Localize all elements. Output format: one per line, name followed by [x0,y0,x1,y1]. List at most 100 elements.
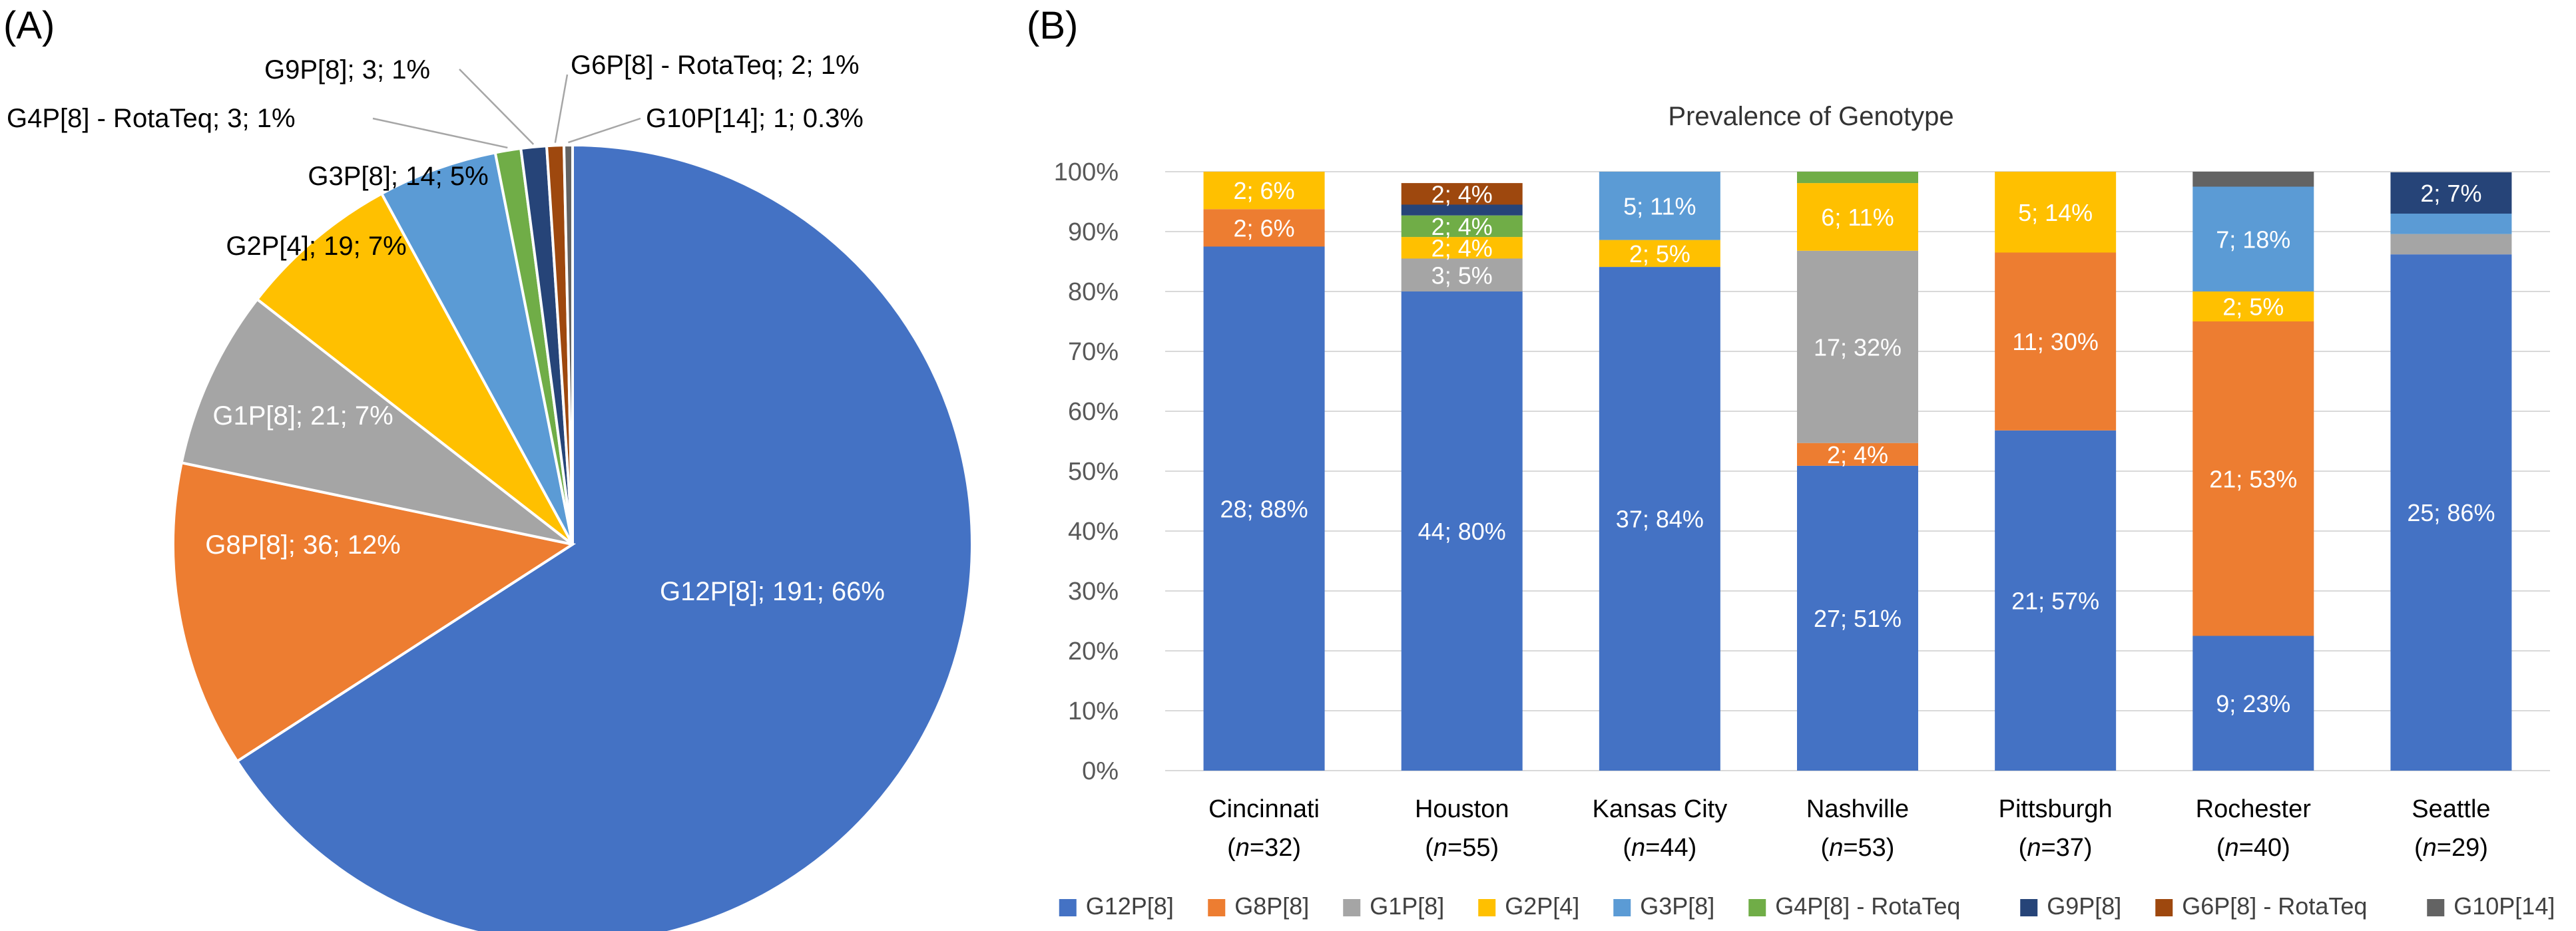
pie-slice-g2p-4 [255,192,574,546]
x-tick-n-cincinnati: (n=32) [1227,834,1301,862]
legend-label-g10p-14: G10P[14] [2453,892,2555,920]
pie-leader-g9p-8 [459,69,535,145]
y-tick-label: 0% [1082,757,1119,785]
x-tick-city-rochester: Rochester [2196,795,2312,823]
legend-swatch-g9p-8 [2020,899,2038,916]
pie-slice-g12p-8 [235,143,973,931]
legend-item-g2p-4: G2P[4] [1478,892,1579,920]
x-tick-city-nashville: Nashville [1806,795,1909,823]
x-tick-city-cincinnati: Cincinnati [1208,795,1320,823]
bar-chart-title: Prevalence of Genotype [1668,102,1953,131]
bar-segment-houston-g2p-4 [1401,237,1523,259]
bar-label-houston-g2p-4: 2; 4% [1431,234,1493,262]
bar-label-houston-g6p-8-rotateq: 2; 4% [1431,180,1493,208]
legend-item-g1p-8: G1P[8] [1343,892,1444,920]
bar-segment-houston-g9p-8 [1401,204,1523,216]
legend-item-g10p-14: G10P[14] [2427,892,2555,920]
legend-swatch-g10p-14 [2427,899,2445,916]
y-tick-label: 80% [1068,278,1119,306]
y-tick-label: 100% [1054,158,1119,186]
bar-label-rochester-g2p-4: 2; 5% [2222,293,2284,321]
bar-legend: G12P[8] G8P[8] G1P[8] G2P[4] G3P[8] G4P[8] - … [1059,892,2555,920]
x-tick-n-nashville: (n=53) [1821,834,1895,862]
bar-label-seattle-g9p-8: 2; 7% [2420,180,2481,207]
pie-label-g12p-8: G12P[8]; 191; 66% [660,577,885,606]
bar-label-pittsburgh-g8p-8: 11; 30% [2012,328,2098,355]
pie-label-g8p-8: G8P[8]; 36; 12% [205,530,401,560]
bar-segment-nashville-g4p-8-rotateq [1797,172,1918,184]
x-tick-city-houston: Houston [1415,795,1509,823]
pie-leader-g6p-8-rotateq [554,74,569,143]
bar-segment-seattle-g12p-8 [2390,254,2512,771]
bar-label-cincinnati-g12p-8: 28; 88% [1220,495,1308,522]
bar-x-axis-ticks: Cincinnati (n=32) Houston (n=55) Kansas City… [1208,795,2490,862]
bar-segment-kansas-city-g2p-4 [1599,240,1720,268]
legend-item-g9p-8: G9P[8] [2020,892,2121,920]
pie-label-g3p-8: G3P[8]; 14; 5% [308,162,488,191]
y-tick-label: 30% [1068,578,1119,606]
y-tick-label: 10% [1068,697,1119,725]
y-tick-label: 20% [1068,638,1119,665]
legend-swatch-g1p-8 [1343,899,1361,916]
pie-label-g9p-8: G9P[8]; 3; 1% [264,55,430,85]
bar-label-rochester-g12p-8: 9; 23% [2216,690,2290,717]
x-tick-n-seattle: (n=29) [2414,834,2488,862]
bar-segment-rochester-g8p-8 [2192,321,2314,636]
bar-label-cincinnati-g8p-8: 2; 6% [1234,214,1295,242]
bar-segment-nashville-g8p-8 [1797,443,1918,466]
x-tick-n-pittsburgh: (n=37) [2019,834,2093,862]
bar-segment-cincinnati-g2p-4 [1203,172,1325,210]
pie-label-g4p-8-rotateq: G4P[8] - RotaTeq; 3; 1% [7,104,296,133]
bar-segment-houston-g6p-8-rotateq [1401,183,1523,205]
legend-swatch-g8p-8 [1208,899,1226,916]
legend-swatch-g4p-8-rotateq [1748,899,1766,916]
legend-item-g12p-8: G12P[8] [1059,892,1174,920]
y-tick-label: 50% [1068,458,1119,486]
bar-label-rochester-g8p-8: 21; 53% [2209,465,2297,492]
stacked-bars [1203,172,2512,771]
legend-label-g4p-8-rotateq: G4P[8] - RotaTeq [1775,892,1960,920]
bar-label-kansas-city-g12p-8: 37; 84% [1616,506,1704,533]
bar-segment-kansas-city-g12p-8 [1599,267,1720,771]
bar-segment-rochester-g10p-14 [2192,172,2314,187]
panel-b-label: (B) [1027,4,1078,47]
y-tick-label: 40% [1068,518,1119,546]
bar-segment-rochester-g12p-8 [2192,636,2314,771]
y-tick-label: 60% [1068,398,1119,426]
y-tick-label: 70% [1068,338,1119,366]
legend-item-g4p-8-rotateq: G4P[8] - RotaTeq [1748,892,1960,920]
bar-segment-nashville-g2p-4 [1797,183,1918,251]
x-tick-city-kansas-city: Kansas City [1592,795,1727,823]
bar-label-houston-g12p-8: 44; 80% [1418,518,1506,545]
bar-label-houston-g4p-8-rotateq: 2; 4% [1431,213,1493,240]
bar-segment-pittsburgh-g12p-8 [1995,430,2117,771]
panel-a-label: (A) [3,4,55,47]
pie-label-g2p-4: G2P[4]; 19; 7% [226,232,406,261]
bar-segment-labels: 28; 88%2; 6%2; 6%44; 80%3; 5%2; 4%2; 4%2… [1220,177,2495,717]
bar-segment-kansas-city-g3p-8 [1599,172,1720,240]
genotype-pie-chart [172,143,973,931]
bar-segment-nashville-g1p-8 [1797,250,1918,443]
bar-label-cincinnati-g2p-4: 2; 6% [1234,177,1295,204]
legend-swatch-g12p-8 [1059,899,1077,916]
legend-swatch-g2p-4 [1478,899,1496,916]
legend-label-g6p-8-rotateq: G6P[8] - RotaTeq [2182,892,2367,920]
legend-item-g6p-8-rotateq: G6P[8] - RotaTeq [2155,892,2367,920]
legend-item-g8p-8: G8P[8] [1208,892,1309,920]
legend-label-g8p-8: G8P[8] [1234,892,1309,920]
bar-segment-rochester-g3p-8 [2192,186,2314,291]
bar-label-rochester-g3p-8: 7; 18% [2216,226,2290,253]
legend-label-g3p-8: G3P[8] [1640,892,1714,920]
bar-label-nashville-g12p-8: 27; 51% [1814,605,1902,632]
bar-label-pittsburgh-g2p-4: 5; 14% [2018,199,2093,226]
bar-segment-cincinnati-g12p-8 [1203,246,1325,771]
bar-segment-cincinnati-g8p-8 [1203,209,1325,247]
y-tick-label: 90% [1068,218,1119,246]
bar-label-nashville-g8p-8: 2; 4% [1827,441,1888,468]
pie-leader-lines [372,69,641,149]
bar-label-nashville-g2p-4: 6; 11% [1821,204,1894,231]
legend-label-g9p-8: G9P[8] [2047,892,2121,920]
pie-slice-g3p-8 [380,151,574,545]
bar-label-seattle-g12p-8: 25; 86% [2407,499,2495,526]
